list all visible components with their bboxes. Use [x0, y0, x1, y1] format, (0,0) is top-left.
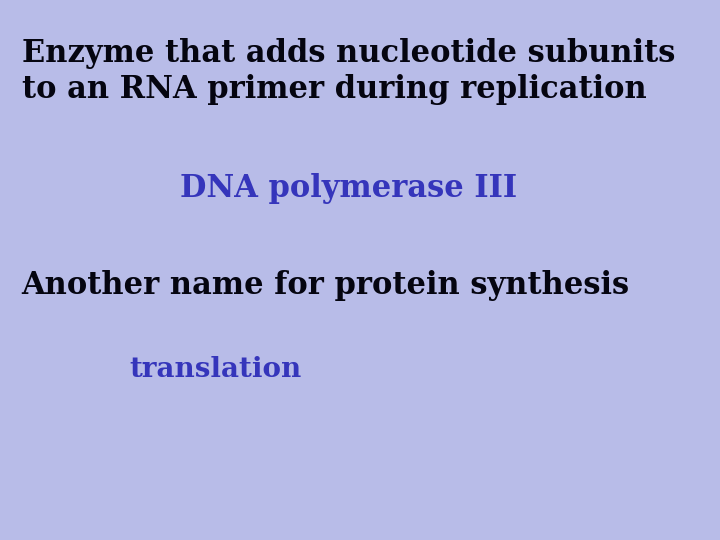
Text: Enzyme that adds nucleotide subunits
to an RNA primer during replication: Enzyme that adds nucleotide subunits to … [22, 38, 675, 105]
Text: DNA polymerase III: DNA polymerase III [180, 173, 517, 204]
Text: translation: translation [130, 356, 302, 383]
Text: Another name for protein synthesis: Another name for protein synthesis [22, 270, 630, 301]
